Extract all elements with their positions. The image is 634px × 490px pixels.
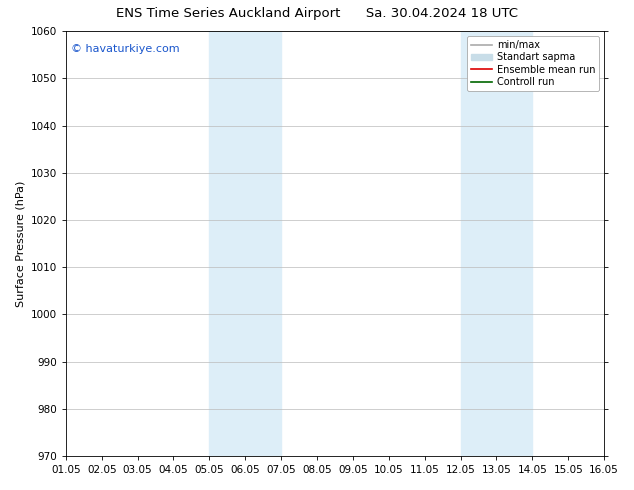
Text: ENS Time Series Auckland Airport      Sa. 30.04.2024 18 UTC: ENS Time Series Auckland Airport Sa. 30.… [116,7,518,21]
Bar [496,31,533,456]
Bar [209,31,245,456]
Y-axis label: Surface Pressure (hPa): Surface Pressure (hPa) [15,180,25,307]
Bar [460,31,496,456]
Legend: min/max, Standart sapma, Ensemble mean run, Controll run: min/max, Standart sapma, Ensemble mean r… [467,36,599,91]
Bar [245,31,281,456]
Text: © havaturkiye.com: © havaturkiye.com [71,44,180,54]
